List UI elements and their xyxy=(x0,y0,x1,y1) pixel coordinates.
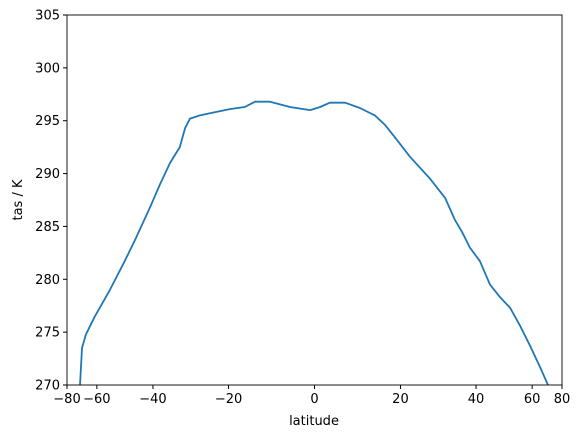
x-tick-label: 40 xyxy=(468,392,485,407)
x-tick-label: 20 xyxy=(392,392,409,407)
y-tick-label: 295 xyxy=(35,114,60,129)
x-tick-label: −20 xyxy=(215,392,242,407)
y-tick-label: 305 xyxy=(35,9,60,24)
y-axis-label: tas / K xyxy=(11,179,26,220)
x-tick-label: −40 xyxy=(139,392,166,407)
x-tick-label: 0 xyxy=(310,392,318,407)
y-tick-label: 300 xyxy=(35,61,60,76)
y-tick-label: 290 xyxy=(35,167,60,182)
y-tick-label: 285 xyxy=(35,220,60,235)
x-axis-label: latitude xyxy=(289,414,339,429)
x-tick-label: 80 xyxy=(554,392,571,407)
data-line xyxy=(79,100,549,386)
y-tick-label: 275 xyxy=(35,326,60,341)
x-tick-label: −60 xyxy=(83,392,110,407)
y-tick-label: 270 xyxy=(35,379,60,394)
x-tick-label: −80 xyxy=(53,392,80,407)
x-tick-label: 60 xyxy=(524,392,541,407)
plot-frame xyxy=(66,14,563,386)
y-tick-label: 280 xyxy=(35,273,60,288)
